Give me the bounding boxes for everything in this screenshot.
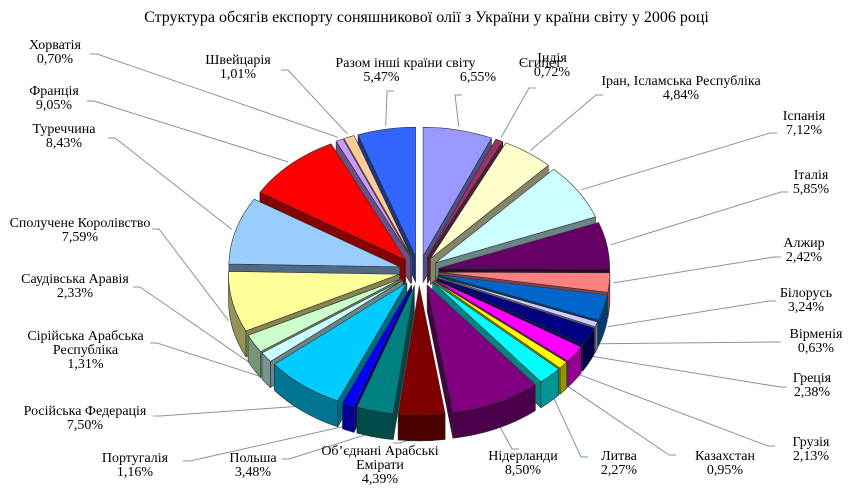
pie-slice-italy [438, 222, 611, 270]
pie-label-turkey: Туреччина 8,43% [32, 122, 96, 151]
leader-line-other-countries [385, 90, 394, 127]
pie-slice-poland [356, 285, 415, 414]
leader-line-lithuania [552, 395, 588, 458]
leader-line-italy [610, 191, 788, 246]
pie-label-spain: Іспанія 7,12% [782, 109, 826, 138]
leader-line-egypt [454, 94, 462, 128]
pie-label-kazakhstan: Казахстан 0,95% [695, 449, 755, 478]
pie-slice-united-kingdom [228, 271, 400, 332]
pie-slice-kazakhstan [433, 280, 568, 369]
leader-line-united-kingdom [152, 228, 229, 322]
pie-label-uae: Об’єднані Арабські Емірати 4,39% [321, 444, 439, 487]
pie-label-algeria: Алжир 2,42% [783, 236, 825, 265]
pie-slice-lithuania [432, 281, 559, 383]
leader-line-spain [581, 132, 777, 191]
leader-line-poland [282, 431, 374, 460]
pie-slice-uae [397, 285, 446, 416]
pie-label-syria: Сірійська Арабська Республіка 1,31% [27, 329, 144, 372]
leader-line-saudi-arabia [133, 286, 251, 364]
pie-label-croatia: Хорватія 0,70% [29, 38, 81, 67]
pie-label-other-countries: Разом інші країни світу 5,47% [335, 56, 476, 85]
pie-slice-belarus [438, 274, 608, 321]
pie-label-russia: Російська Федерація 7,50% [23, 404, 147, 433]
pie-label-greece: Греція 2,38% [792, 371, 832, 400]
leader-line-russia [153, 405, 301, 417]
leader-line-kazakhstan [566, 384, 676, 456]
leader-line-portugal [183, 425, 347, 462]
pie-label-france: Франція 9,05% [29, 84, 79, 113]
leader-line-france [87, 100, 289, 163]
pie-label-saudi-arabia: Саудівська Аравія 2,33% [21, 272, 129, 301]
pie-slice-russia [274, 282, 408, 402]
pie-slice-croatia [335, 138, 411, 258]
leader-line-algeria [613, 256, 781, 284]
pie-label-armenia: Вірменія 0,63% [789, 327, 843, 356]
leader-line-georgia [577, 373, 775, 447]
pie-slice-syria [261, 279, 404, 362]
pie-label-portugal: Португалія 1,16% [101, 451, 169, 480]
pie-label-india: Індія 0,72% [533, 51, 571, 80]
pie-slice-switzerland [343, 135, 412, 258]
pie-slice-india [427, 138, 504, 258]
pie-label-lithuania: Литва 2,27% [600, 449, 638, 478]
pie-label-poland: Польша 3,48% [229, 451, 277, 480]
pie-label-belarus: Білорусь 3,24% [779, 286, 833, 315]
leader-line-india [500, 87, 536, 138]
pie-slice-greece [436, 277, 595, 346]
pie-slice-egypt [422, 127, 492, 257]
pie-slice-spain [435, 169, 596, 263]
pie-label-netherlands: Нідерланди 8,50% [488, 449, 558, 478]
pie-slice-armenia [437, 276, 598, 328]
leader-line-switzerland [281, 69, 348, 135]
pie-slice-portugal-rim [342, 402, 355, 433]
chart-title: Структура обсягів експорту соняшникової … [144, 9, 709, 26]
pie-slice-uae-rim [397, 413, 446, 442]
leader-line-iran [530, 94, 603, 151]
pie-slice-saudi-arabia [247, 278, 402, 352]
pie-slice-netherlands [426, 284, 536, 413]
pie-slice-portugal [342, 284, 412, 407]
pie-label-georgia: Грузія 2,13% [792, 435, 830, 464]
pie-label-switzerland: Швейцарія 1,01% [205, 53, 271, 82]
pie-label-egypt: Єгипет 6,55% [459, 56, 562, 85]
leader-line-netherlands [497, 423, 519, 450]
pie-slice-turkey [228, 198, 401, 268]
leader-line-syria [150, 342, 264, 378]
pie-label-italy: Італія 5,85% [792, 168, 830, 197]
leader-line-croatia [90, 53, 339, 138]
pie-slice-france [259, 143, 406, 261]
leader-line-greece [592, 355, 787, 388]
leader-line-belarus [607, 300, 776, 328]
pie-slice-other-countries [357, 126, 416, 257]
pie-slice-georgia [435, 279, 582, 362]
pie-slice-algeria [438, 271, 611, 293]
pie-label-iran: Іран, Ісламська Республіка 4,84% [601, 74, 761, 103]
leader-line-turkey [108, 137, 233, 230]
leader-line-armenia [600, 341, 781, 345]
pie-slices [228, 126, 611, 442]
pie-slice-iran [430, 142, 549, 259]
pie-label-united-kingdom: Сполучене Королівство 7,59% [9, 216, 151, 245]
